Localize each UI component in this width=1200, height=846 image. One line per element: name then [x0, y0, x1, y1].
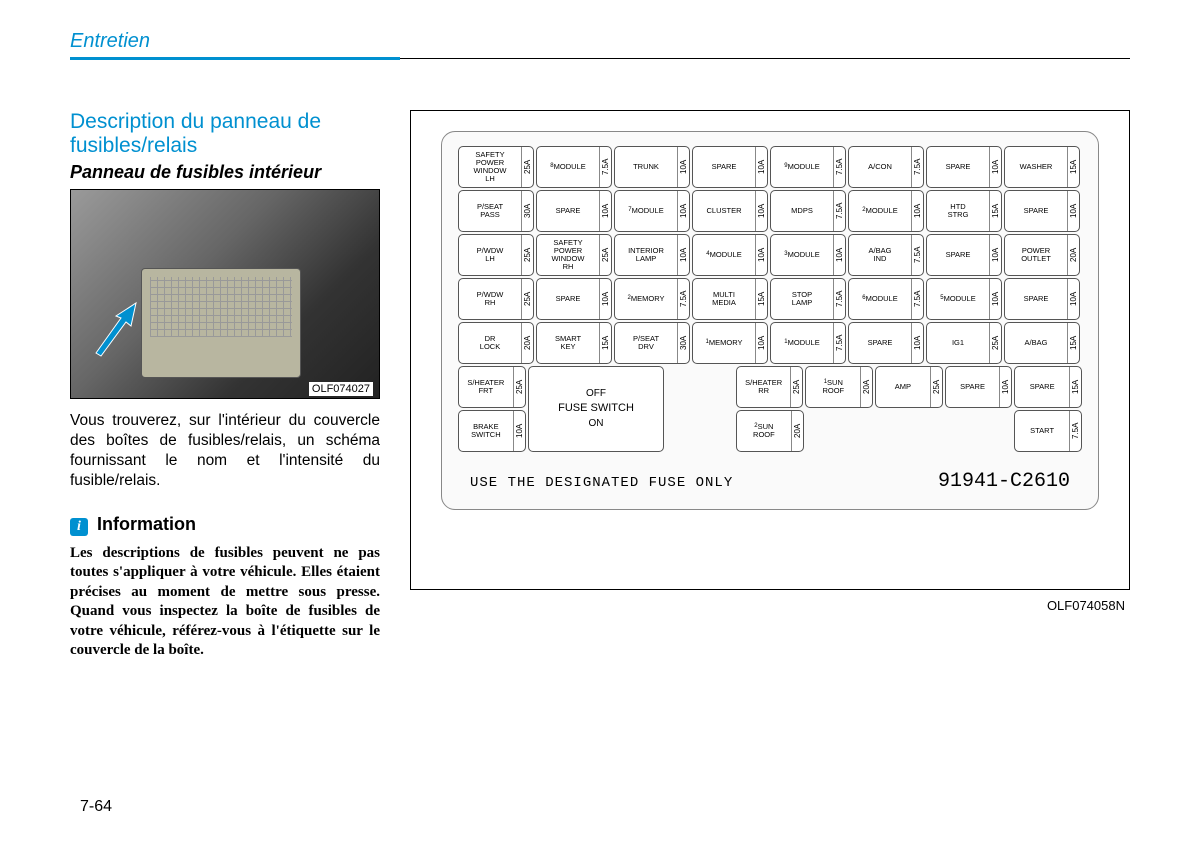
chapter-title: Entretien: [70, 30, 1130, 53]
fuse-cell: SAFETYPOWERWINDOWRH25A: [536, 234, 612, 276]
header-rule: [70, 57, 1130, 60]
fuse-cell: 7MODULE10A: [614, 190, 690, 232]
fuse-cell: BRAKESWITCH10A: [458, 410, 526, 452]
fuse-cell: AMP25A: [875, 366, 943, 408]
fuse-cell: P/WDWRH25A: [458, 278, 534, 320]
fuse-cell: MDPS7.5A: [770, 190, 846, 232]
fuse-cell: SPARE10A: [848, 322, 924, 364]
info-icon: i: [70, 518, 88, 536]
fuse-cell: SAFETYPOWERWINDOWLH25A: [458, 146, 534, 188]
fuse-cell: 2MEMORY7.5A: [614, 278, 690, 320]
fuse-cell: SPARE10A: [1004, 278, 1080, 320]
page-header: Entretien: [70, 30, 1130, 60]
fuse-cell: START7.5A: [1014, 410, 1082, 452]
fuse-cell: TRUNK10A: [614, 146, 690, 188]
fuse-cell: 5MODULE10A: [926, 278, 1002, 320]
part-number: 91941-C2610: [938, 470, 1070, 493]
fuse-cell: SPARE10A: [926, 146, 1002, 188]
content-area: Description du panneau de fusibles/relai…: [70, 110, 1130, 661]
photo-caption: OLF074027: [309, 382, 373, 396]
fuse-cell: P/WDWLH25A: [458, 234, 534, 276]
fuse-cell: SPARE10A: [536, 190, 612, 232]
arrow-icon: [91, 298, 141, 358]
fuse-cell: P/SEATDRV30A: [614, 322, 690, 364]
fuse-cell: 1MODULE7.5A: [770, 322, 846, 364]
fuse-cell: IG125A: [926, 322, 1002, 364]
fuse-cell: 1SUNROOF20A: [805, 366, 873, 408]
diagram-caption: OLF074058N: [1047, 598, 1125, 613]
fuse-grid: SAFETYPOWERWINDOWLH25A8MODULE7.5ATRUNK10…: [458, 146, 1082, 452]
fuse-cell: P/SEATPASS30A: [458, 190, 534, 232]
page-number: 7-64: [80, 798, 112, 816]
diagram-footer: USE THE DESIGNATED FUSE ONLY 91941-C2610: [470, 470, 1070, 493]
info-label: Information: [97, 514, 196, 534]
fuse-cell: CLUSTER10A: [692, 190, 768, 232]
designated-text: USE THE DESIGNATED FUSE ONLY: [470, 475, 733, 491]
fuse-cell: SPARE10A: [926, 234, 1002, 276]
fuse-cell: MULTIMEDIA15A: [692, 278, 768, 320]
info-paragraph: Les descriptions de fusibles peuvent ne …: [70, 544, 380, 661]
left-column: Description du panneau de fusibles/relai…: [70, 110, 380, 661]
fuse-cell: SPARE10A: [945, 366, 1013, 408]
fuse-cell: 8MODULE7.5A: [536, 146, 612, 188]
dashboard-photo: OLF074027: [70, 189, 380, 399]
fuse-cell: 2MODULE10A: [848, 190, 924, 232]
fuse-cell: SPARE15A: [1014, 366, 1082, 408]
fuse-cell: 6MODULE7.5A: [848, 278, 924, 320]
fuse-cell: INTERIORLAMP10A: [614, 234, 690, 276]
section-title: Description du panneau de fusibles/relai…: [70, 110, 380, 158]
fuse-cell: SMARTKEY15A: [536, 322, 612, 364]
fuse-cell: S/HEATERFRT25A: [458, 366, 526, 408]
fuse-cell: HTDSTRG15A: [926, 190, 1002, 232]
fuse-cell: STOPLAMP7.5A: [770, 278, 846, 320]
fuse-diagram: SAFETYPOWERWINDOWLH25A8MODULE7.5ATRUNK10…: [410, 110, 1130, 590]
subsection-title: Panneau de fusibles intérieur: [70, 162, 380, 183]
fuse-cell: 2SUNROOF20A: [736, 410, 804, 452]
fuse-cell: 3MODULE10A: [770, 234, 846, 276]
info-heading: i Information: [70, 514, 380, 536]
body-paragraph: Vous trouverez, sur l'intérieur du couve…: [70, 411, 380, 492]
fuse-cell: S/HEATERRR25A: [736, 366, 804, 408]
fuse-cell: A/BAGIND7.5A: [848, 234, 924, 276]
fuse-cell: DRLOCK20A: [458, 322, 534, 364]
fuse-cell: WASHER15A: [1004, 146, 1080, 188]
fuse-cell: 1MEMORY10A: [692, 322, 768, 364]
fuse-cell: SPARE10A: [536, 278, 612, 320]
fuse-cell: A/BAG15A: [1004, 322, 1080, 364]
fuse-cell: 4MODULE10A: [692, 234, 768, 276]
fuse-cell: 9MODULE7.5A: [770, 146, 846, 188]
fuse-cell: POWEROUTLET20A: [1004, 234, 1080, 276]
fuse-cell: SPARE10A: [692, 146, 768, 188]
fuse-switch: OFFFUSE SWITCHON: [528, 366, 665, 452]
fuse-cell: A/CON7.5A: [848, 146, 924, 188]
right-column: SAFETYPOWERWINDOWLH25A8MODULE7.5ATRUNK10…: [410, 110, 1130, 661]
fuse-cell: SPARE10A: [1004, 190, 1080, 232]
